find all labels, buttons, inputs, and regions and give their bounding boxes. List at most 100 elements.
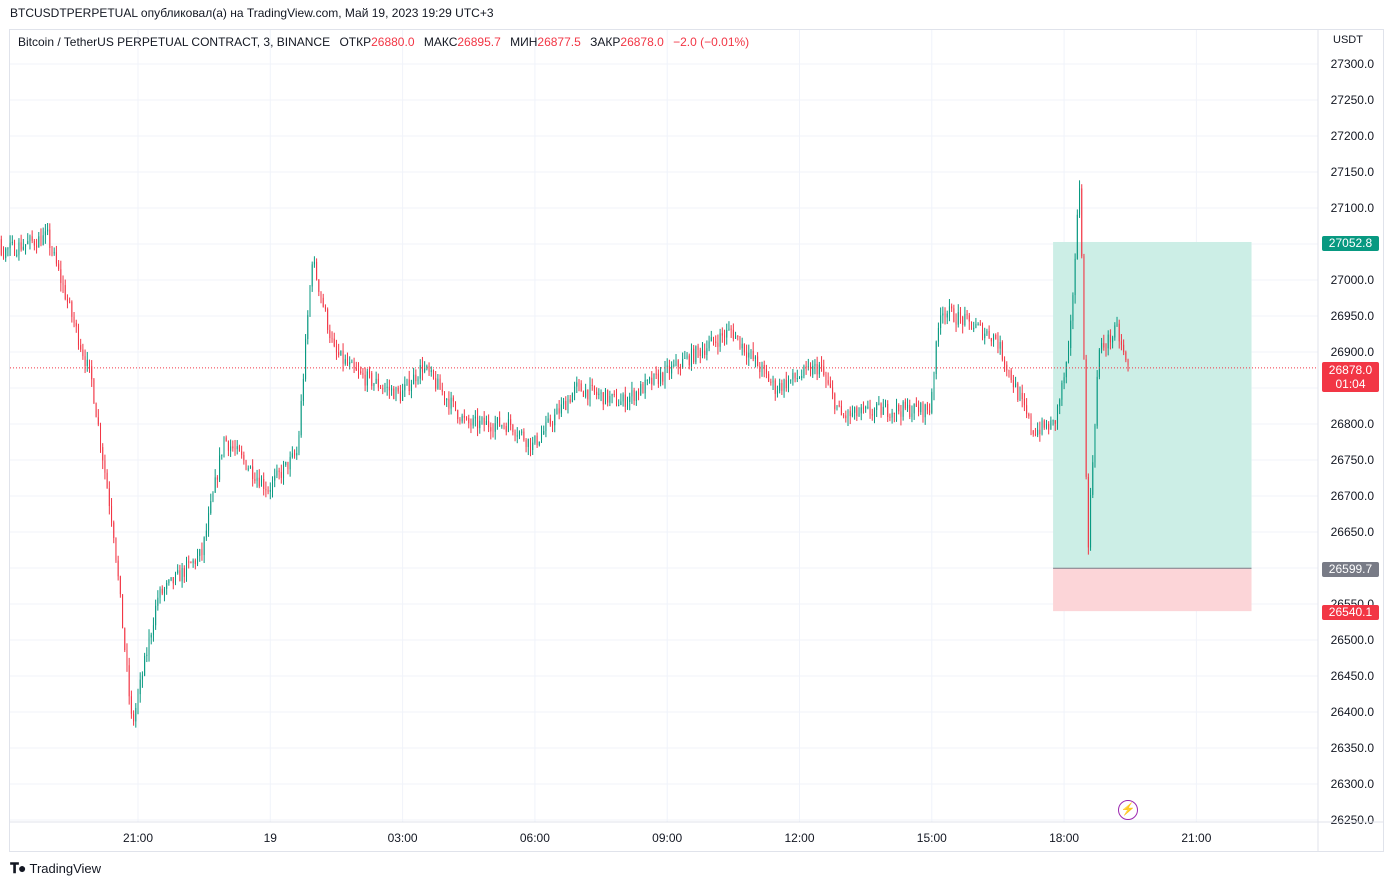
candle-body: [801, 376, 803, 378]
candle-body: [397, 387, 399, 392]
candle-body: [776, 390, 778, 394]
candle-body: [825, 375, 827, 381]
candle-body: [1120, 341, 1122, 345]
candle-body: [558, 408, 560, 414]
candle-body: [792, 372, 794, 380]
long-position-tool[interactable]: [1053, 241, 1252, 612]
candle-body: [1050, 420, 1052, 430]
legend-low-label: МИН: [510, 35, 538, 49]
candle-body: [256, 477, 258, 481]
candle-body: [247, 468, 249, 470]
candle-body: [668, 365, 670, 374]
candle-body: [1118, 323, 1120, 342]
candle-body: [241, 451, 243, 455]
candle-body: [300, 400, 302, 436]
candle-body: [331, 338, 333, 340]
candle-body: [759, 366, 761, 373]
candle-body: [796, 378, 798, 380]
candle-body: [346, 359, 348, 365]
candle-body: [660, 372, 662, 385]
candle-body: [296, 453, 298, 456]
candle-body: [884, 403, 886, 407]
candle-body: [106, 472, 108, 489]
candle-body: [481, 417, 483, 421]
candle-body: [547, 418, 549, 422]
candle-body: [946, 313, 948, 318]
candle-body: [924, 404, 926, 418]
candle-body: [851, 412, 853, 417]
candle-body: [82, 349, 84, 357]
candle-body: [990, 338, 992, 342]
candle-body: [470, 423, 472, 426]
candle-body: [353, 362, 355, 368]
candle-body: [995, 334, 997, 339]
candle-body: [968, 315, 970, 322]
candle-body: [514, 431, 516, 436]
candle-body: [426, 365, 428, 368]
candle-body: [399, 391, 401, 401]
candle-body: [150, 634, 152, 638]
candle-body: [937, 328, 939, 342]
candle-body: [289, 456, 291, 470]
candle-body: [1030, 416, 1032, 431]
tradingview-logo[interactable]: 𝐓● TradingView: [10, 860, 101, 877]
candle-body: [1092, 462, 1094, 495]
time-tick-label: 21:00: [1181, 831, 1211, 845]
candle-body: [706, 348, 708, 355]
candle-body: [373, 383, 375, 386]
candle-body: [135, 707, 137, 722]
candle-body: [31, 236, 33, 241]
candle-body: [1068, 348, 1070, 362]
candle-body: [192, 560, 194, 563]
candle-body: [66, 299, 68, 302]
candle-body: [1103, 343, 1105, 348]
candle-body: [975, 324, 977, 328]
candle-body: [697, 346, 699, 350]
currency-label[interactable]: USDT: [1333, 34, 1363, 46]
candle-body: [552, 424, 554, 426]
candle-body: [790, 379, 792, 381]
candle-body: [457, 410, 459, 419]
candle-body: [252, 466, 254, 480]
candle-body: [172, 577, 174, 584]
candle-body: [1116, 323, 1118, 326]
candle-body: [216, 477, 218, 480]
candle-body: [1004, 359, 1006, 365]
candle-body: [649, 377, 651, 380]
candle-body: [918, 406, 920, 413]
candle-body: [556, 408, 558, 415]
profit-zone: [1053, 241, 1252, 569]
candle-body: [596, 391, 598, 395]
candle-body: [280, 471, 282, 478]
candle-body: [459, 418, 461, 422]
candle-body: [684, 357, 686, 359]
candle-body: [677, 360, 679, 367]
candle-body: [829, 383, 831, 388]
chart-pane[interactable]: [9, 29, 1384, 852]
lightning-icon[interactable]: ⚡: [1118, 800, 1138, 820]
candle-body: [283, 464, 285, 478]
candle-body: [913, 403, 915, 414]
candle-body: [695, 346, 697, 363]
candle-body: [144, 655, 146, 676]
time-tick-label: 03:00: [388, 831, 418, 845]
candle-body: [889, 416, 891, 418]
candle-body: [439, 378, 441, 390]
legend-close-label: ЗАКР: [590, 35, 621, 49]
time-tick-label: 19: [264, 831, 278, 845]
candle-body: [274, 475, 276, 481]
candle-body: [849, 410, 851, 417]
candle-body: [461, 415, 463, 422]
candle-body: [955, 321, 957, 325]
candle-body: [1090, 494, 1092, 548]
candle-body: [364, 374, 366, 386]
candle-body: [503, 425, 505, 427]
candle-body: [152, 625, 154, 635]
candle-body: [876, 403, 878, 410]
candle-body: [726, 330, 728, 338]
candle-body: [832, 387, 834, 394]
candle-body: [369, 371, 371, 374]
price-tick-label: 27150.0: [1331, 165, 1375, 179]
candle-body: [258, 477, 260, 487]
